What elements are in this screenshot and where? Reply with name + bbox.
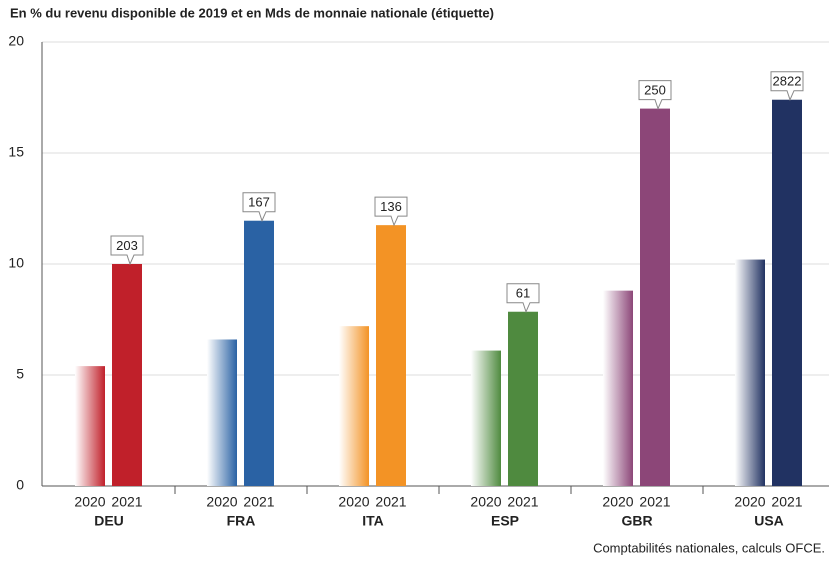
callout xyxy=(638,80,672,110)
x-tick-label: 2021 xyxy=(771,494,802,510)
callout xyxy=(506,283,540,314)
bar xyxy=(772,99,802,486)
callout xyxy=(110,235,144,266)
callout xyxy=(242,192,276,223)
category-label: DEU xyxy=(94,513,124,529)
category-label: FRA xyxy=(227,513,256,529)
x-tick-label: 2020 xyxy=(206,494,237,510)
x-tick-label: 2021 xyxy=(243,494,274,510)
bar xyxy=(471,350,501,486)
annotation: 61 xyxy=(516,286,530,301)
x-tick-label: 2021 xyxy=(375,494,406,510)
x-tick-label: 2020 xyxy=(338,494,369,510)
y-tick-label: 0 xyxy=(16,477,24,493)
x-tick-label: 2020 xyxy=(602,494,633,510)
bar xyxy=(603,290,633,486)
bar xyxy=(244,220,274,486)
y-tick-label: 10 xyxy=(8,255,24,271)
bar xyxy=(112,264,142,486)
bar xyxy=(376,225,406,486)
source: Comptabilités nationales, calculs OFCE. xyxy=(593,540,825,555)
y-tick-label: 5 xyxy=(16,366,24,382)
chart-title: En % du revenu disponible de 2019 et en … xyxy=(10,5,494,20)
bar xyxy=(735,259,765,486)
annotation: 203 xyxy=(116,238,138,253)
callout xyxy=(374,196,408,227)
x-tick-label: 2021 xyxy=(111,494,142,510)
x-tick-label: 2021 xyxy=(639,494,670,510)
bar xyxy=(339,326,369,486)
x-tick-label: 2020 xyxy=(74,494,105,510)
y-tick-label: 15 xyxy=(8,144,24,160)
category-label: ITA xyxy=(362,513,384,529)
category-label: ESP xyxy=(491,513,519,529)
x-tick-label: 2021 xyxy=(507,494,538,510)
annotation: 167 xyxy=(248,195,270,210)
annotation: 136 xyxy=(380,199,402,214)
x-tick-label: 2020 xyxy=(734,494,765,510)
annotation: 250 xyxy=(644,83,666,98)
bar xyxy=(75,366,105,486)
bar xyxy=(640,108,670,486)
x-tick-label: 2020 xyxy=(470,494,501,510)
y-tick-label: 20 xyxy=(8,33,24,49)
bar xyxy=(508,311,538,486)
callout xyxy=(770,71,804,102)
annotation: 2822 xyxy=(773,74,802,89)
category-label: USA xyxy=(754,513,784,529)
bar xyxy=(207,339,237,486)
category-label: GBR xyxy=(621,513,652,529)
